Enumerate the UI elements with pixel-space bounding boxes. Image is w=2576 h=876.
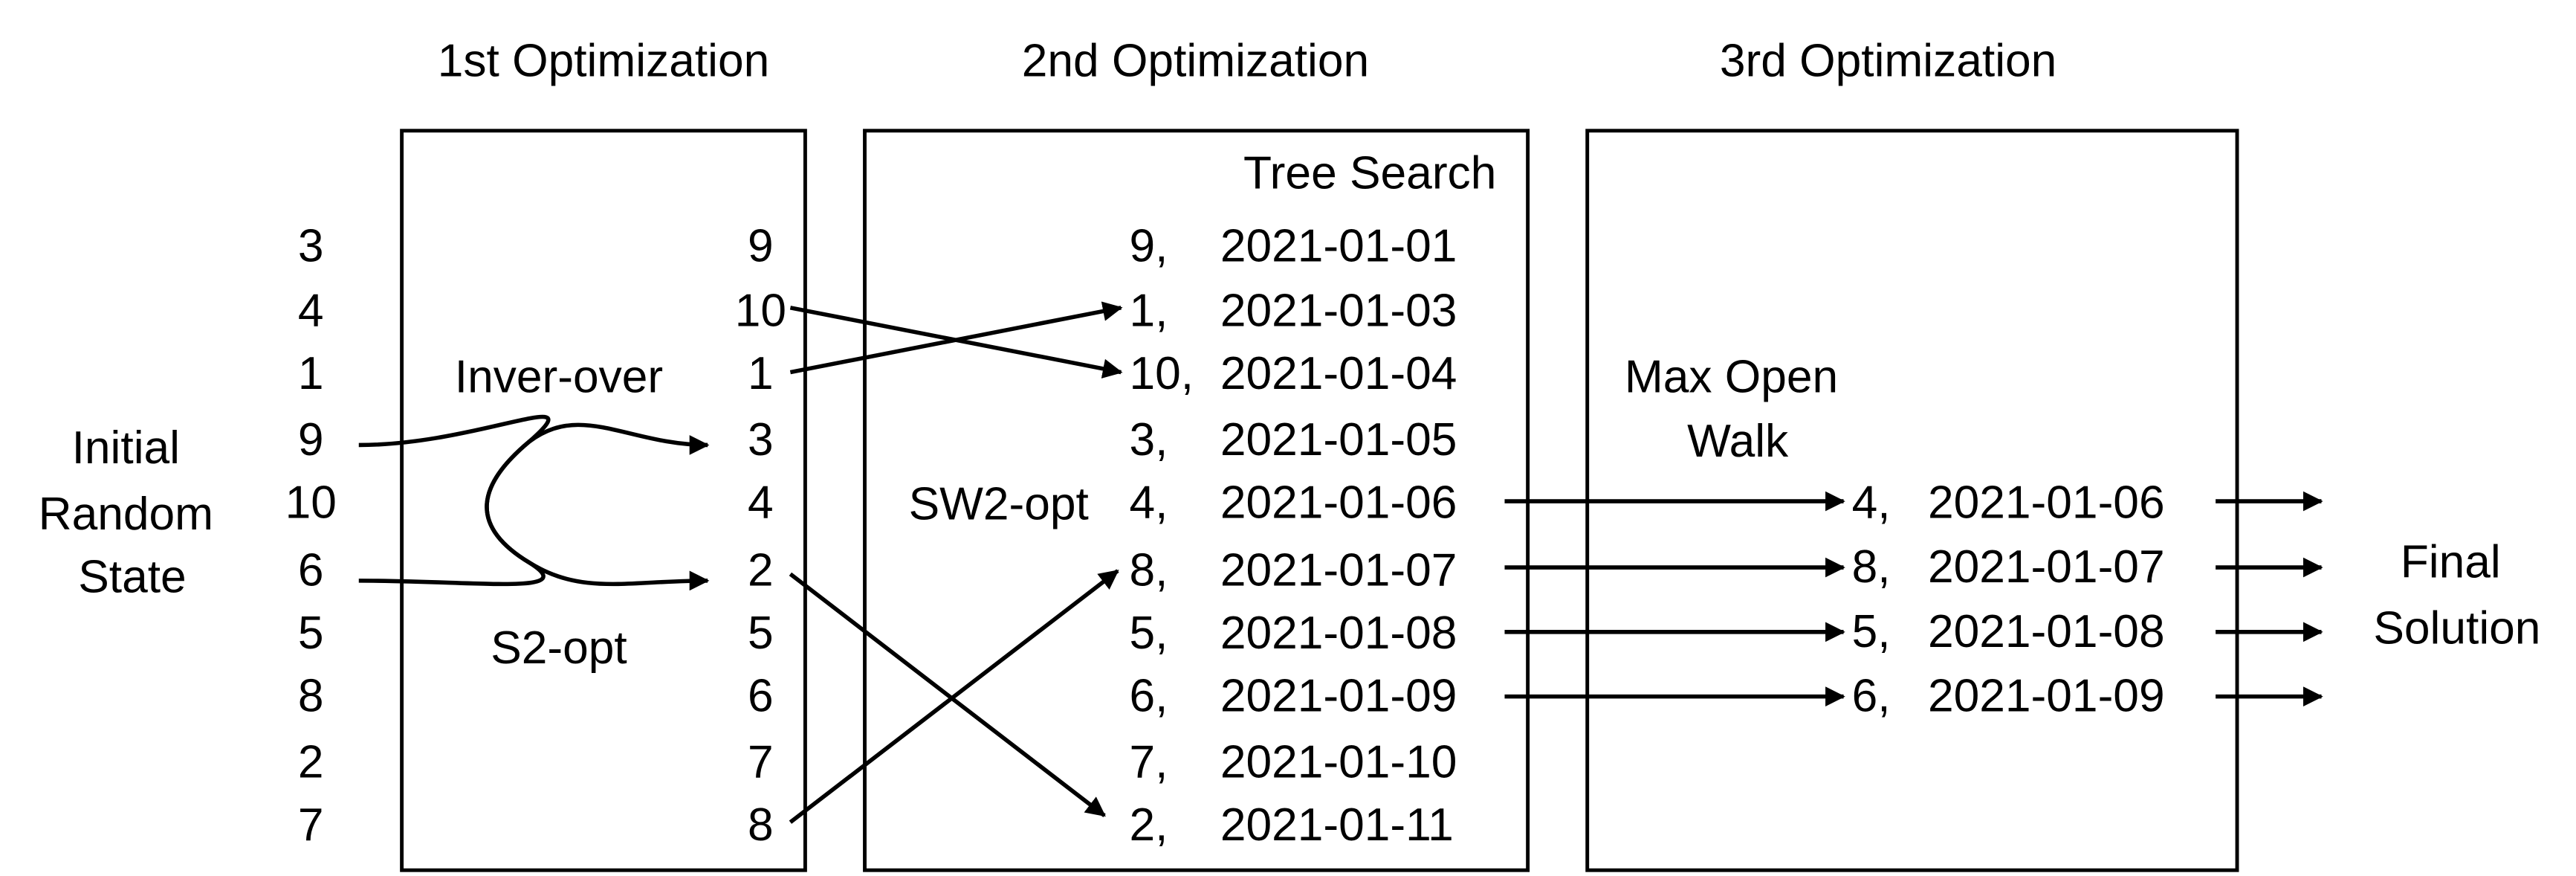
initial-node: 1 [298,348,324,399]
stage1-node: 5 [748,608,774,659]
stage2-date: 2021-01-08 [1220,608,1457,659]
transfer-arrow [789,301,1123,375]
stage1-node: 8 [748,799,774,851]
stage2-row: 10, 2021-01-04 [1129,348,1457,399]
stage2-date: 2021-01-03 [1220,285,1457,336]
stage1-node: 9 [748,221,774,272]
stage2-date: 2021-01-09 [1220,671,1457,722]
initial-node: 9 [298,414,324,466]
stage2-id: 8, [1129,545,1168,596]
stage3-id: 5, [1852,606,1891,657]
inver-over-arrow [358,414,710,591]
stage1-node: 10 [735,285,786,336]
stage2-id: 5, [1129,608,1168,659]
stage1-node: 2 [748,545,774,596]
final-solution-label: Final Solution [2373,536,2540,654]
stage2-row: 3, 2021-01-05 [1129,414,1457,466]
stage1-node: 3 [748,414,774,466]
stage1-title: 1st Optimization [438,35,770,86]
stage2-date: 2021-01-11 [1220,799,1454,851]
tree-search-label: Tree Search [1243,148,1496,199]
stage2-row: 4, 2021-01-06 [1129,477,1457,528]
stage2-date: 2021-01-04 [1220,348,1457,399]
stage1-box [400,129,807,872]
stage2-id: 9, [1129,221,1168,272]
transfer-arrow [789,572,1106,817]
stage3-title: 3rd Optimization [1720,35,2056,86]
stage2-id: 4, [1129,477,1168,528]
initial-node: 6 [298,545,324,596]
stage2-title: 2nd Optimization [1022,35,1369,86]
stage2-date: 2021-01-01 [1220,221,1457,272]
stage2-row: 6, 2021-01-09 [1129,671,1457,722]
stage3-date: 2021-01-07 [1928,541,2165,593]
stage3-id: 4, [1852,477,1891,528]
initial-node: 8 [298,671,324,722]
stage2-list: 9, 2021-01-01 1, 2021-01-03 10, 2021-01-… [1129,221,1457,851]
stage2-row: 9, 2021-01-01 [1129,221,1457,272]
stage3-list: 4, 2021-01-06 8, 2021-01-07 5, 2021-01-0… [1852,477,2165,721]
s2-opt-arrow [358,422,710,587]
stage2-id: 1, [1129,285,1168,336]
initial-sequence: 3 4 1 9 10 6 5 8 2 7 [285,221,337,851]
initial-node: 3 [298,221,324,272]
stage3-row: 8, 2021-01-07 [1852,541,2165,593]
stage2-date: 2021-01-10 [1220,737,1457,788]
initial-node: 10 [285,477,337,528]
stage2-row: 7, 2021-01-10 [1129,737,1457,788]
s2-opt-label: S2-opt [491,622,627,674]
inver-over-label: Inver-over [455,351,663,402]
stage2-row: 5, 2021-01-08 [1129,608,1457,659]
max-open-walk-label: Max Open Walk [1625,351,1851,467]
stage1-sequence: 9 10 1 3 4 2 5 6 7 8 [735,221,786,851]
sw2-opt-label: SW2-opt [909,479,1089,530]
stage1-node: 6 [748,671,774,722]
initial-node: 7 [298,799,324,851]
stage1-node: 7 [748,737,774,788]
initial-state-label: Initial Random State [39,422,227,603]
stage3-row: 4, 2021-01-06 [1852,477,2165,528]
stage3-date: 2021-01-09 [1928,671,2165,722]
stage2-id: 2, [1129,799,1168,851]
transfer-arrow [789,569,1119,824]
initial-node: 2 [298,737,324,788]
stage3-date: 2021-01-08 [1928,606,2165,657]
stage3-id: 8, [1852,541,1891,593]
stage2-id: 3, [1129,414,1168,466]
stage2-row: 1, 2021-01-03 [1129,285,1457,336]
stage3-row: 5, 2021-01-08 [1852,606,2165,657]
stage2-row: 8, 2021-01-07 [1129,545,1457,596]
stage2-date: 2021-01-07 [1220,545,1457,596]
stage2-id: 10, [1129,348,1194,399]
stage2-date: 2021-01-06 [1220,477,1457,528]
stage3-id: 6, [1852,671,1891,722]
stage3-row: 6, 2021-01-09 [1852,671,2165,722]
stage2-date: 2021-01-05 [1220,414,1457,466]
initial-node: 5 [298,608,324,659]
stage2-row: 2, 2021-01-11 [1129,799,1453,851]
stage3-date: 2021-01-06 [1928,477,2165,528]
stage2-id: 6, [1129,671,1168,722]
stage2-id: 7, [1129,737,1168,788]
stage1-node: 1 [748,348,774,399]
stage1-node: 4 [748,477,774,528]
initial-node: 4 [298,285,324,336]
